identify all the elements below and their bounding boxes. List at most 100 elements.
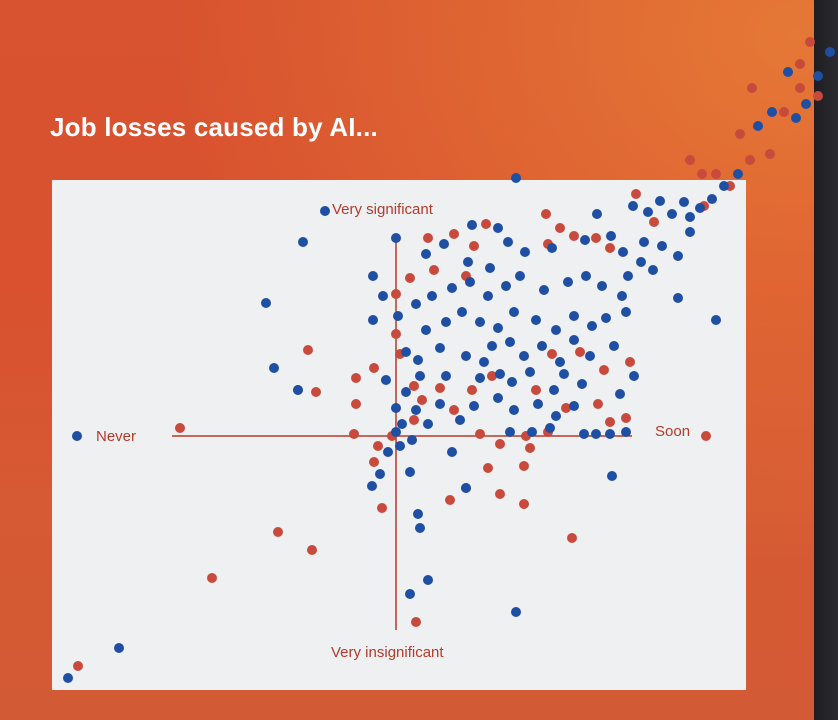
red-dot xyxy=(409,415,419,425)
red-dot xyxy=(449,405,459,415)
red-dot xyxy=(423,233,433,243)
blue-dot xyxy=(423,419,433,429)
blue-dot xyxy=(606,231,616,241)
blue-dot xyxy=(685,212,695,222)
blue-dot xyxy=(707,194,717,204)
red-dot xyxy=(541,209,551,219)
blue-dot xyxy=(435,343,445,353)
slide-title: Job losses caused by AI... xyxy=(50,112,378,142)
blue-dot xyxy=(527,427,537,437)
scatter-dots xyxy=(63,37,835,683)
red-dot xyxy=(175,423,185,433)
blue-dot xyxy=(467,220,477,230)
blue-dot xyxy=(469,401,479,411)
red-dot xyxy=(349,429,359,439)
blue-dot xyxy=(791,113,801,123)
red-dot xyxy=(649,217,659,227)
blue-dot xyxy=(545,423,555,433)
blue-dot xyxy=(801,99,811,109)
red-dot xyxy=(469,241,479,251)
label-very-insignificant: Very insignificant xyxy=(331,644,444,661)
blue-dot xyxy=(685,227,695,237)
blue-dot xyxy=(411,299,421,309)
blue-dot xyxy=(441,371,451,381)
blue-dot xyxy=(539,285,549,295)
blue-dot xyxy=(485,263,495,273)
blue-dot xyxy=(643,207,653,217)
blue-dot xyxy=(551,325,561,335)
blue-dot xyxy=(605,429,615,439)
blue-dot xyxy=(617,291,627,301)
blue-dot xyxy=(639,237,649,247)
blue-dot xyxy=(673,293,683,303)
blue-dot xyxy=(597,281,607,291)
red-dot xyxy=(481,219,491,229)
blue-dot xyxy=(520,247,530,257)
blue-dot xyxy=(569,311,579,321)
blue-dot xyxy=(531,315,541,325)
blue-dot xyxy=(628,201,638,211)
blue-dot xyxy=(293,385,303,395)
blue-dot xyxy=(435,399,445,409)
red-dot xyxy=(475,429,485,439)
blue-dot xyxy=(479,357,489,367)
red-dot xyxy=(569,231,579,241)
blue-dot xyxy=(733,169,743,179)
blue-dot xyxy=(533,399,543,409)
blue-dot xyxy=(475,317,485,327)
red-dot xyxy=(519,499,529,509)
blue-dot xyxy=(401,387,411,397)
red-dot xyxy=(373,441,383,451)
blue-dot xyxy=(421,249,431,259)
red-dot xyxy=(405,273,415,283)
blue-dot xyxy=(507,377,517,387)
blue-dot xyxy=(439,239,449,249)
blue-dot xyxy=(609,341,619,351)
blue-dot xyxy=(711,315,721,325)
blue-dot xyxy=(695,203,705,213)
blue-dot xyxy=(679,197,689,207)
red-dot xyxy=(495,489,505,499)
red-dot xyxy=(369,457,379,467)
red-dot xyxy=(445,495,455,505)
blue-dot xyxy=(607,471,617,481)
blue-dot xyxy=(577,379,587,389)
blue-dot xyxy=(455,415,465,425)
blue-dot xyxy=(407,435,417,445)
blue-dot xyxy=(551,411,561,421)
red-dot xyxy=(805,37,815,47)
blue-dot xyxy=(503,237,513,247)
red-dot xyxy=(625,357,635,367)
red-dot xyxy=(435,383,445,393)
red-dot xyxy=(765,149,775,159)
blue-dot xyxy=(441,317,451,327)
red-dot xyxy=(555,223,565,233)
red-dot xyxy=(813,91,823,101)
blue-dot xyxy=(581,271,591,281)
blue-dot xyxy=(391,233,401,243)
blue-dot xyxy=(493,323,503,333)
blue-dot xyxy=(655,196,665,206)
red-dot xyxy=(567,533,577,543)
blue-dot xyxy=(569,335,579,345)
red-dot xyxy=(303,345,313,355)
blue-dot xyxy=(368,315,378,325)
red-dot xyxy=(495,439,505,449)
blue-dot xyxy=(415,523,425,533)
blue-dot xyxy=(413,355,423,365)
blue-dot xyxy=(367,481,377,491)
blue-dot xyxy=(579,429,589,439)
blue-dot xyxy=(487,341,497,351)
blue-dot xyxy=(636,257,646,267)
red-dot xyxy=(685,155,695,165)
blue-dot xyxy=(298,237,308,247)
blue-dot xyxy=(493,393,503,403)
blue-dot xyxy=(667,209,677,219)
blue-dot xyxy=(72,431,82,441)
blue-dot xyxy=(405,467,415,477)
red-dot xyxy=(575,347,585,357)
red-dot xyxy=(273,527,283,537)
blue-dot xyxy=(592,209,602,219)
blue-dot xyxy=(515,271,525,281)
blue-dot xyxy=(505,427,515,437)
